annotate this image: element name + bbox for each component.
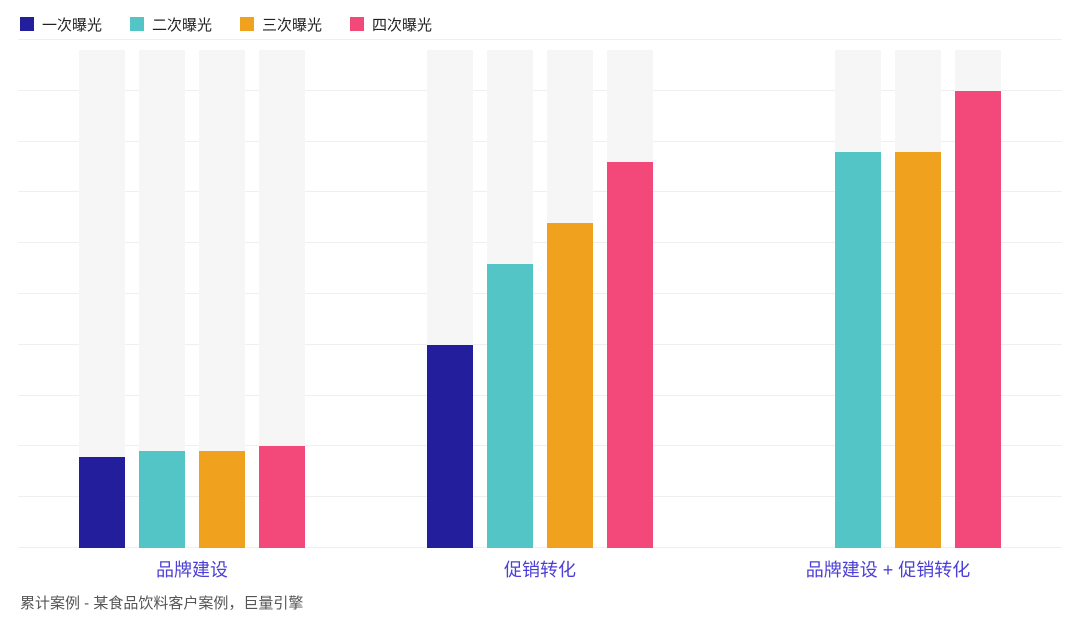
bar-s3 (895, 152, 941, 548)
bar-groups (18, 40, 1062, 548)
bar-s4 (259, 446, 305, 548)
bar-s3 (547, 223, 593, 548)
legend-label: 四次曝光 (372, 14, 432, 35)
chart-container: 一次曝光 二次曝光 三次曝光 四次曝光 品牌建设促销转化品牌建设 + 促销转化 累计案… (0, 0, 1080, 623)
bar-s1 (79, 457, 125, 548)
bar-slot (955, 40, 1001, 548)
legend-item-s1: 一次曝光 (20, 14, 102, 35)
bar-s3 (199, 451, 245, 548)
legend: 一次曝光 二次曝光 三次曝光 四次曝光 (0, 0, 1080, 40)
legend-item-s3: 三次曝光 (240, 14, 322, 35)
legend-label: 一次曝光 (42, 14, 102, 35)
bar-s4 (607, 162, 653, 548)
bar-s2 (487, 264, 533, 548)
legend-swatch (20, 17, 34, 31)
bar-slot (487, 40, 533, 548)
legend-swatch (130, 17, 144, 31)
x-axis-label: 促销转化 (366, 556, 714, 582)
bar-slot (259, 40, 305, 548)
bar-slot (895, 40, 941, 548)
bar-slot (199, 40, 245, 548)
bar-s2 (139, 451, 185, 548)
x-axis-label: 品牌建设 (18, 556, 366, 582)
legend-swatch (350, 17, 364, 31)
bar-s2 (835, 152, 881, 548)
footnote: 累计案例 - 某食品饮料客户案例，巨量引擎 (20, 592, 303, 613)
x-axis-labels: 品牌建设促销转化品牌建设 + 促销转化 (18, 556, 1062, 582)
bar-slot (835, 40, 881, 548)
legend-item-s4: 四次曝光 (350, 14, 432, 35)
plot-area (18, 40, 1062, 548)
bar-slot (607, 40, 653, 548)
bar-s4 (955, 91, 1001, 548)
bar-s1 (427, 345, 473, 548)
bar-slot (547, 40, 593, 548)
bar-slot (139, 40, 185, 548)
bar-slot (79, 40, 125, 548)
legend-swatch (240, 17, 254, 31)
legend-label: 二次曝光 (152, 14, 212, 35)
bar-slot (775, 40, 821, 548)
bar-group (366, 40, 714, 548)
bar-group (18, 40, 366, 548)
x-axis-label: 品牌建设 + 促销转化 (714, 556, 1062, 582)
bar-slot (427, 40, 473, 548)
bar-group (714, 40, 1062, 548)
legend-label: 三次曝光 (262, 14, 322, 35)
legend-item-s2: 二次曝光 (130, 14, 212, 35)
